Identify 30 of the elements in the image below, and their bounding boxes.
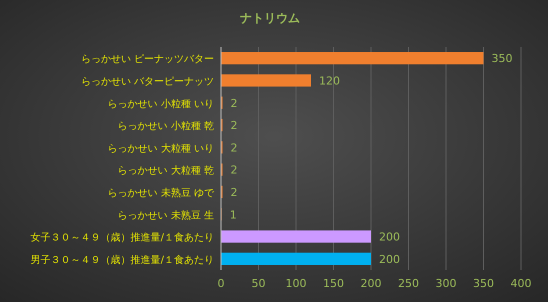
y-tick-label: らっかせい 小粒種 いり [108,98,214,110]
y-tick-label: らっかせい 小粒種 乾 [118,120,214,132]
x-tick-label: 350 [473,277,494,290]
data-label: 200 [379,230,400,244]
x-tick-label: 150 [323,277,344,290]
x-tick-label: 0 [218,277,224,290]
data-label: 2 [230,164,238,177]
y-tick-label: 男子３０～４９（歳）推進量/１食あたり [30,254,214,266]
x-tick-label: 50 [252,277,266,290]
x-tick-label: 250 [398,277,419,290]
y-tick-label: らっかせい 大粒種 いり [108,142,214,154]
data-label: 1 [230,208,237,222]
x-tick-label: 200 [360,277,382,290]
x-tick-label: 300 [436,277,456,290]
y-tick-label: らっかせい ピーナッツバター [80,54,214,66]
y-tick-label: らっかせい 未熟豆 生 [118,209,214,222]
y-tick-label: 女子３０～４９（歳）推進量/１食あたり [30,232,214,244]
y-tick-label: らっかせい バターピーナッツ [80,76,214,88]
data-label: 350 [492,52,512,66]
x-tick-label: 100 [286,277,306,290]
chart-title: ナトリウム [240,11,300,25]
data-label: 2 [230,186,238,199]
x-tick-label: 400 [510,277,532,290]
data-label: 120 [319,74,340,88]
y-tick-label: らっかせい 未熟豆 ゆで [108,186,215,199]
data-label: 2 [230,96,238,110]
data-label: 2 [230,141,238,154]
data-label: 200 [379,252,400,266]
data-label: 2 [230,119,238,132]
y-tick-label: らっかせい 大粒種 乾 [118,164,214,177]
